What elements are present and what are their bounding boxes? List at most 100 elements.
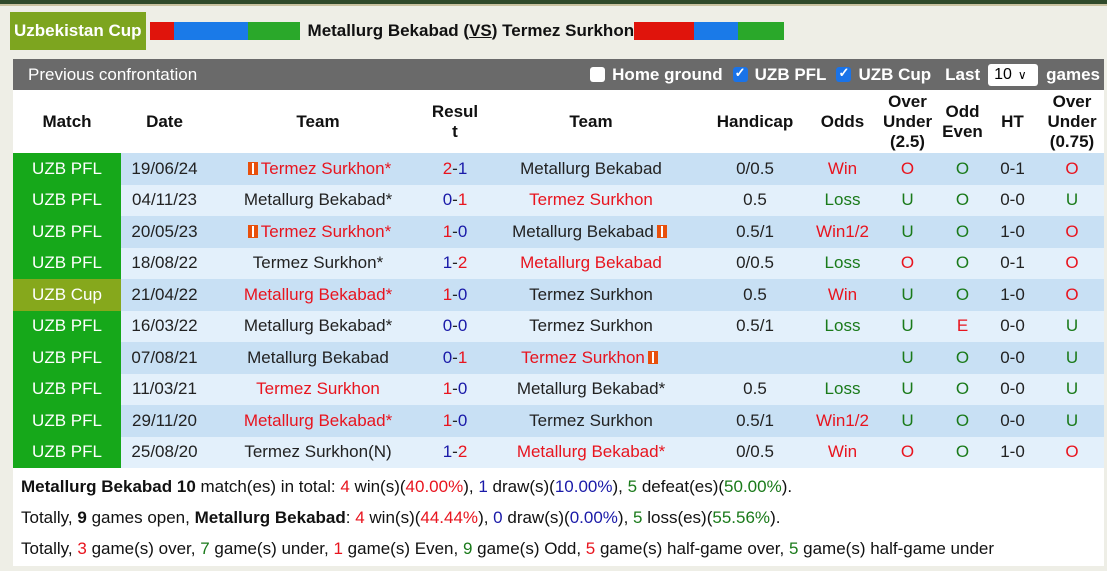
col-header-date: Date	[121, 90, 208, 153]
summary-segment: Metallurg Bekabad	[194, 508, 346, 527]
summary-segment: Metallurg Bekabad 10	[21, 477, 196, 496]
home-team-title[interactable]: Metallurg Bekabad	[307, 21, 459, 40]
away-team-name[interactable]: Metallurg Bekabad*	[516, 379, 666, 399]
home-team-name[interactable]: Metallurg Bekabad*	[243, 410, 393, 430]
match-date: 18/08/22	[121, 247, 208, 279]
score[interactable]: 0-0	[428, 310, 482, 342]
home-team[interactable]: Metallurg Bekabad*	[208, 310, 428, 342]
home-score: 0	[442, 190, 453, 210]
match-league[interactable]: UZB Cup	[13, 279, 121, 311]
away-team-name[interactable]: Termez Surkhon	[529, 410, 653, 430]
away-team-name[interactable]: Metallurg Bekabad	[520, 158, 662, 178]
summary-segment: game(s) half-game under	[798, 539, 995, 558]
home-team[interactable]: Metallurg Bekabad*	[208, 405, 428, 437]
odd-even: O	[940, 373, 985, 405]
score[interactable]: 1-2	[428, 247, 482, 279]
away-team[interactable]: Termez Surkhon	[482, 279, 700, 311]
score[interactable]: 1-0	[428, 216, 482, 248]
away-team[interactable]: Termez Surkhon	[482, 342, 700, 374]
vs-link[interactable]: VS	[469, 21, 492, 40]
away-team[interactable]: Metallurg Bekabad	[482, 216, 700, 248]
odds-result: Loss	[810, 373, 875, 405]
odd-even: O	[940, 436, 985, 468]
uzb-pfl-checkbox[interactable]	[732, 65, 748, 82]
odd-even: O	[940, 153, 985, 185]
match-league[interactable]: UZB PFL	[13, 373, 121, 405]
home-team-name[interactable]: Termez Surkhon*	[260, 158, 392, 178]
home-team[interactable]: Termez Surkhon*	[208, 216, 428, 248]
away-team[interactable]: Termez Surkhon	[482, 184, 700, 216]
away-team-name[interactable]: Termez Surkhon	[529, 284, 653, 304]
away-team[interactable]: Metallurg Bekabad*	[482, 436, 700, 468]
away-team-name[interactable]: Metallurg Bekabad	[520, 253, 662, 273]
summary-segment: 5	[788, 539, 799, 558]
score[interactable]: 0-1	[428, 342, 482, 374]
score[interactable]: 1-0	[428, 373, 482, 405]
home-team-name[interactable]: Termez Surkhon(N)	[244, 442, 392, 462]
home-score: 1	[442, 253, 453, 273]
uzb-cup-checkbox[interactable]	[836, 65, 852, 82]
score[interactable]: 2-1	[428, 153, 482, 185]
home-team-name[interactable]: Termez Surkhon*	[252, 253, 384, 273]
match-league[interactable]: UZB PFL	[13, 405, 121, 437]
away-team-name[interactable]: Termez Surkhon	[529, 316, 653, 336]
home-team-name[interactable]: Metallurg Bekabad*	[243, 316, 393, 336]
match-league[interactable]: UZB PFL	[13, 247, 121, 279]
summary-segment: 4	[340, 477, 350, 496]
summary-segment: loss(es)(	[642, 508, 713, 527]
match-league[interactable]: UZB PFL	[13, 436, 121, 468]
competition-badge[interactable]: Uzbekistan Cup	[10, 12, 146, 50]
score[interactable]: 0-1	[428, 184, 482, 216]
last-games-select[interactable]: 10 ∨	[988, 63, 1039, 86]
home-team-name[interactable]: Metallurg Bekabad*	[243, 190, 393, 210]
summary-segment: 50.00%	[724, 477, 782, 496]
odds-result	[810, 342, 875, 374]
col-header-over-under-0-75: Over Under (0.75)	[1040, 90, 1104, 153]
match-league[interactable]: UZB PFL	[13, 310, 121, 342]
away-team[interactable]: Metallurg Bekabad*	[482, 373, 700, 405]
away-score: 1	[457, 347, 468, 367]
home-team-name[interactable]: Termez Surkhon*	[260, 221, 392, 241]
col-header-odd-even: Odd Even	[940, 90, 985, 153]
away-team-name[interactable]: Termez Surkhon	[529, 190, 653, 210]
match-league[interactable]: UZB PFL	[13, 184, 121, 216]
away-team-name[interactable]: Metallurg Bekabad	[512, 221, 654, 241]
match-league[interactable]: UZB PFL	[13, 342, 121, 374]
score[interactable]: 1-2	[428, 436, 482, 468]
odd-even: O	[940, 184, 985, 216]
away-team[interactable]: Termez Surkhon	[482, 405, 700, 437]
away-team[interactable]: Termez Surkhon	[482, 310, 700, 342]
home-team[interactable]: Termez Surkhon*	[208, 247, 428, 279]
home-team[interactable]: Metallurg Bekabad	[208, 342, 428, 374]
home-team[interactable]: Metallurg Bekabad*	[208, 279, 428, 311]
away-team[interactable]: Metallurg Bekabad	[482, 153, 700, 185]
summary-segment: draw(s)(	[487, 477, 555, 496]
over-under-2-5: U	[875, 216, 940, 248]
away-team-name[interactable]: Metallurg Bekabad*	[516, 442, 666, 462]
score[interactable]: 1-0	[428, 405, 482, 437]
match-date: 21/04/22	[121, 279, 208, 311]
summary-segment: game(s) half-game over,	[595, 539, 789, 558]
home-team[interactable]: Termez Surkhon	[208, 373, 428, 405]
home-team[interactable]: Termez Surkhon(N)	[208, 436, 428, 468]
home-team[interactable]: Metallurg Bekabad*	[208, 184, 428, 216]
match-league[interactable]: UZB PFL	[13, 216, 121, 248]
home-team-name[interactable]: Metallurg Bekabad	[247, 347, 389, 367]
summary-segment: win(s)(	[349, 477, 406, 496]
home-team-name[interactable]: Termez Surkhon	[256, 379, 380, 399]
away-team[interactable]: Metallurg Bekabad	[482, 247, 700, 279]
home-ground-checkbox[interactable]	[590, 67, 606, 82]
away-team-name[interactable]: Termez Surkhon	[521, 347, 645, 367]
match-league[interactable]: UZB PFL	[13, 153, 121, 185]
summary-segment: ),	[478, 508, 494, 527]
home-team-name[interactable]: Metallurg Bekabad*	[243, 284, 393, 304]
top-banner	[0, 0, 1107, 6]
away-team-title[interactable]: Termez Surkhon	[502, 21, 635, 40]
home-team[interactable]: Termez Surkhon*	[208, 153, 428, 185]
score[interactable]: 1-0	[428, 279, 482, 311]
half-time-score: 0-0	[985, 405, 1040, 437]
over-under-2-5: U	[875, 342, 940, 374]
col-header-odds: Odds	[810, 90, 875, 153]
half-time-score: 1-0	[985, 436, 1040, 468]
match-date: 16/03/22	[121, 310, 208, 342]
